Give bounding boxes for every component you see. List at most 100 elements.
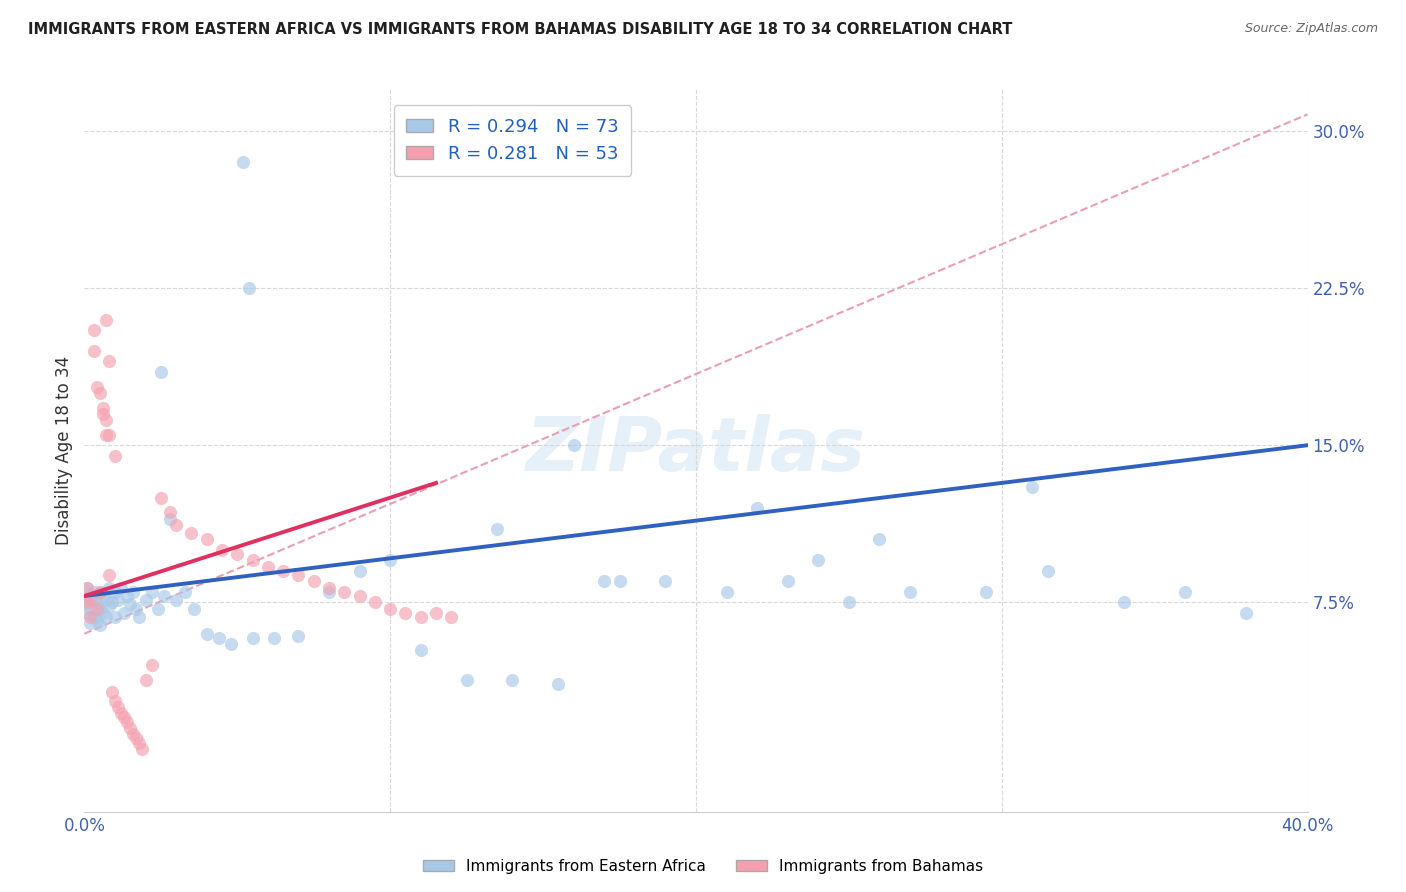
Point (486, 522, 509, 536)
Point (110, 706, 132, 721)
Point (128, 736, 150, 750)
Point (776, 574, 799, 589)
Point (89, 584, 111, 599)
Point (364, 595, 387, 609)
Point (226, 547, 249, 561)
Point (110, 581, 132, 595)
Point (195, 533, 218, 547)
Point (1236, 606, 1258, 620)
Y-axis label: Disability Age 18 to 34: Disability Age 18 to 34 (55, 356, 73, 545)
Point (79, 589, 101, 603)
Point (146, 601, 169, 615)
Point (180, 526, 202, 541)
Point (94, 413, 117, 427)
Point (97, 354, 120, 368)
Point (120, 721, 142, 735)
Point (115, 714, 138, 729)
Point (547, 677, 569, 691)
Point (86, 601, 108, 615)
Legend: Immigrants from Eastern Africa, Immigrants from Bahamas: Immigrants from Eastern Africa, Immigran… (416, 853, 990, 880)
Point (242, 631, 264, 645)
Point (115, 589, 138, 603)
Point (654, 574, 676, 589)
Point (89, 584, 111, 599)
Point (86, 598, 108, 612)
Point (425, 606, 447, 620)
Point (302, 574, 325, 589)
Point (898, 584, 921, 599)
Point (94, 312, 117, 326)
Point (394, 606, 416, 620)
Point (86, 614, 108, 628)
Point (97, 427, 120, 442)
Point (716, 584, 738, 599)
Point (112, 606, 135, 620)
Point (91, 606, 114, 620)
Point (131, 742, 153, 756)
Point (208, 631, 231, 645)
Point (502, 673, 524, 687)
Legend: R = 0.294   N = 73, R = 0.281   N = 53: R = 0.294 N = 73, R = 0.281 N = 53 (394, 105, 631, 176)
Point (440, 610, 463, 624)
Point (333, 584, 356, 599)
Point (153, 589, 176, 603)
Point (97, 568, 120, 582)
Point (135, 593, 157, 607)
Point (1174, 584, 1197, 599)
Point (149, 365, 172, 379)
Point (83, 343, 105, 358)
Point (165, 517, 187, 532)
Point (183, 601, 205, 615)
Point (232, 155, 254, 169)
Point (593, 574, 616, 589)
Point (79, 601, 101, 615)
Point (747, 501, 769, 516)
Point (219, 637, 242, 651)
Point (104, 694, 127, 708)
Text: IMMIGRANTS FROM EASTERN AFRICA VS IMMIGRANTS FROM BAHAMAS DISABILITY AGE 18 TO 3: IMMIGRANTS FROM EASTERN AFRICA VS IMMIGR… (28, 22, 1012, 37)
Point (165, 593, 187, 607)
Point (83, 323, 105, 337)
Point (83, 593, 105, 607)
Point (257, 559, 280, 574)
Point (195, 626, 218, 640)
Point (76, 606, 98, 620)
Point (807, 553, 830, 567)
Point (101, 595, 124, 609)
Text: Source: ZipAtlas.com: Source: ZipAtlas.com (1244, 22, 1378, 36)
Point (104, 610, 127, 624)
Point (76, 581, 98, 595)
Point (318, 581, 340, 595)
Point (91, 401, 114, 415)
Point (456, 673, 478, 687)
Point (1114, 595, 1136, 609)
Point (86, 379, 108, 393)
Point (263, 631, 285, 645)
Point (1021, 480, 1043, 494)
Point (318, 584, 340, 599)
Point (349, 589, 371, 603)
Point (91, 589, 114, 603)
Point (141, 658, 163, 673)
Point (869, 533, 891, 547)
Point (83, 584, 105, 599)
Point (79, 616, 101, 631)
Point (238, 281, 260, 295)
Point (141, 584, 163, 599)
Point (89, 385, 111, 400)
Point (125, 731, 148, 746)
Point (76, 581, 98, 595)
Point (120, 598, 142, 612)
Point (562, 438, 585, 452)
Point (122, 727, 145, 741)
Point (101, 685, 124, 699)
Point (94, 593, 117, 607)
Point (380, 553, 402, 567)
Point (128, 610, 150, 624)
Point (104, 449, 127, 463)
Point (159, 511, 181, 525)
Point (76, 595, 98, 609)
Point (271, 564, 294, 578)
Point (94, 427, 117, 442)
Point (94, 610, 117, 624)
